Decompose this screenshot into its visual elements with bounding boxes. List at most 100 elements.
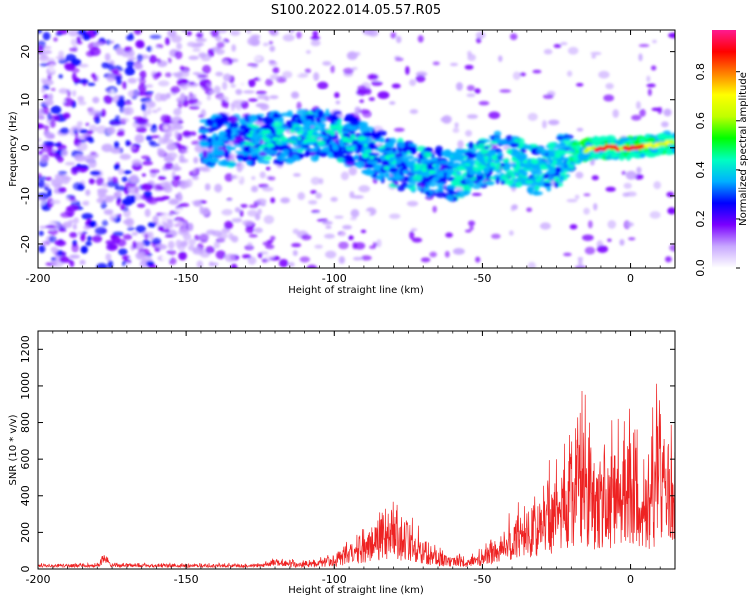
spectrogram-cell	[115, 47, 124, 56]
spectrogram-cell	[141, 155, 150, 160]
spectrogram-cell	[221, 99, 226, 108]
spectrogram-cell	[173, 220, 184, 228]
spectrogram-cell	[639, 109, 646, 117]
spectrogram-cell	[150, 135, 161, 139]
spectrogram-cell	[224, 173, 234, 182]
spectrogram-cell	[255, 103, 268, 108]
spectrogram-cell	[301, 234, 312, 241]
spectrogram-cell	[282, 149, 290, 154]
spectrogram-cell	[128, 257, 139, 261]
spectrogram-cell	[178, 228, 190, 236]
spectrogram-cell	[94, 42, 104, 47]
spectrogram-cell	[393, 173, 401, 181]
spectrogram-cell	[181, 223, 187, 228]
spectrogram-cell	[432, 176, 440, 182]
spectrogram-cell	[235, 88, 243, 95]
spectrogram-cell	[389, 153, 396, 157]
spectrogram-cell	[346, 144, 352, 149]
spectrogram-cell	[236, 105, 242, 111]
spectrogram-cell	[223, 73, 232, 82]
spectrogram-cell	[206, 152, 213, 160]
spectrogram-cell	[272, 66, 280, 74]
spectrogram-cell	[509, 33, 518, 41]
spectrogram-cell	[77, 79, 89, 84]
spectrogram-cell	[625, 170, 637, 180]
spectrogram-cell	[105, 195, 118, 200]
spectrogram-cell	[389, 156, 394, 163]
spectrogram-cell	[210, 156, 219, 164]
spectrogram-cell	[368, 152, 380, 157]
spectrogram-cell	[560, 157, 570, 161]
spectrogram-cell	[352, 256, 363, 261]
spectrogram-cell	[114, 191, 122, 198]
spectrogram-cell	[514, 137, 525, 145]
spectrogram-cell	[170, 200, 179, 206]
spectrogram-cell	[154, 246, 161, 252]
spectrogram-cell	[317, 122, 326, 128]
spectrogram-cell	[557, 73, 563, 78]
spectrogram-cell	[419, 158, 430, 165]
spectrogram-cell	[77, 95, 85, 102]
spectrogram-cell	[248, 114, 258, 122]
spectrogram-cell	[527, 261, 536, 268]
spectrogram-cell	[317, 109, 324, 118]
spectrogram-cell	[49, 120, 56, 128]
spectrogram-cell	[555, 178, 560, 184]
spectrogram-cell	[166, 249, 177, 256]
spectrogram-cell	[497, 151, 502, 158]
spectrogram-cell	[147, 108, 152, 115]
spectrogram-cell	[149, 34, 162, 40]
spectrogram-cell	[275, 128, 285, 134]
spectrogram-cell	[498, 55, 503, 62]
spectrogram-cell	[166, 143, 177, 151]
spectrogram-cell	[566, 198, 578, 203]
spectrogram-cell	[499, 89, 512, 93]
spectrogram-cell	[292, 154, 300, 162]
spectrogram-cell	[157, 175, 167, 181]
spectrogram-cell	[475, 256, 481, 263]
spectrogram-cell	[105, 253, 112, 261]
spectrogram-cell	[58, 229, 67, 233]
spectrogram-cell	[45, 176, 53, 181]
spectrogram-cell	[639, 153, 646, 159]
spectrogram-cell	[493, 136, 501, 142]
spectrogram-cell	[409, 79, 417, 87]
spectrogram-cell	[313, 72, 320, 81]
spectrogram-cell	[638, 53, 643, 62]
spectrogram-cell	[178, 78, 190, 84]
spectrogram-cell	[160, 114, 171, 123]
chart-title: S100.2022.014.05.57.R05	[271, 3, 441, 18]
spectrogram-cell	[144, 90, 154, 95]
spectrogram-cell	[164, 162, 174, 170]
spectrogram-cell	[668, 32, 675, 39]
spectrogram-cell	[161, 170, 171, 176]
spectrogram-cell	[397, 141, 405, 148]
spectrogram-cell	[80, 245, 88, 254]
spectrogram-cell	[622, 192, 630, 197]
spectrogram-cell	[116, 131, 125, 137]
spectrogram-cell	[322, 61, 332, 66]
spectrogram-cell	[96, 197, 104, 204]
spectrogram-cell	[409, 146, 418, 153]
spectrogram-cell	[577, 153, 586, 160]
spectrogram-cell	[154, 196, 166, 202]
spectrogram-cell	[504, 162, 510, 166]
spectrogram-cell	[261, 129, 267, 134]
spectrogram-cell	[650, 65, 657, 71]
spectrogram-cell	[476, 37, 482, 44]
spectrogram-cell	[320, 126, 327, 133]
spectrogram-cell	[182, 130, 191, 138]
spectrogram-cell	[257, 166, 264, 170]
spectrogram-cell	[71, 67, 80, 74]
spectrogram-cell	[47, 228, 59, 236]
spectrogram-cell	[512, 164, 517, 168]
spectrogram-cell	[74, 154, 86, 162]
spectrogram-cell	[292, 114, 301, 118]
spectrogram-cell	[246, 242, 253, 248]
snr-ytick-label: 0	[19, 566, 32, 573]
spectrogram-cell	[85, 241, 92, 247]
spectrogram-ylabel: Frequency (Hz)	[8, 111, 19, 187]
spectrogram-cell	[272, 54, 282, 59]
spectrogram-cell	[193, 42, 205, 47]
spectrogram-cell	[119, 117, 130, 123]
